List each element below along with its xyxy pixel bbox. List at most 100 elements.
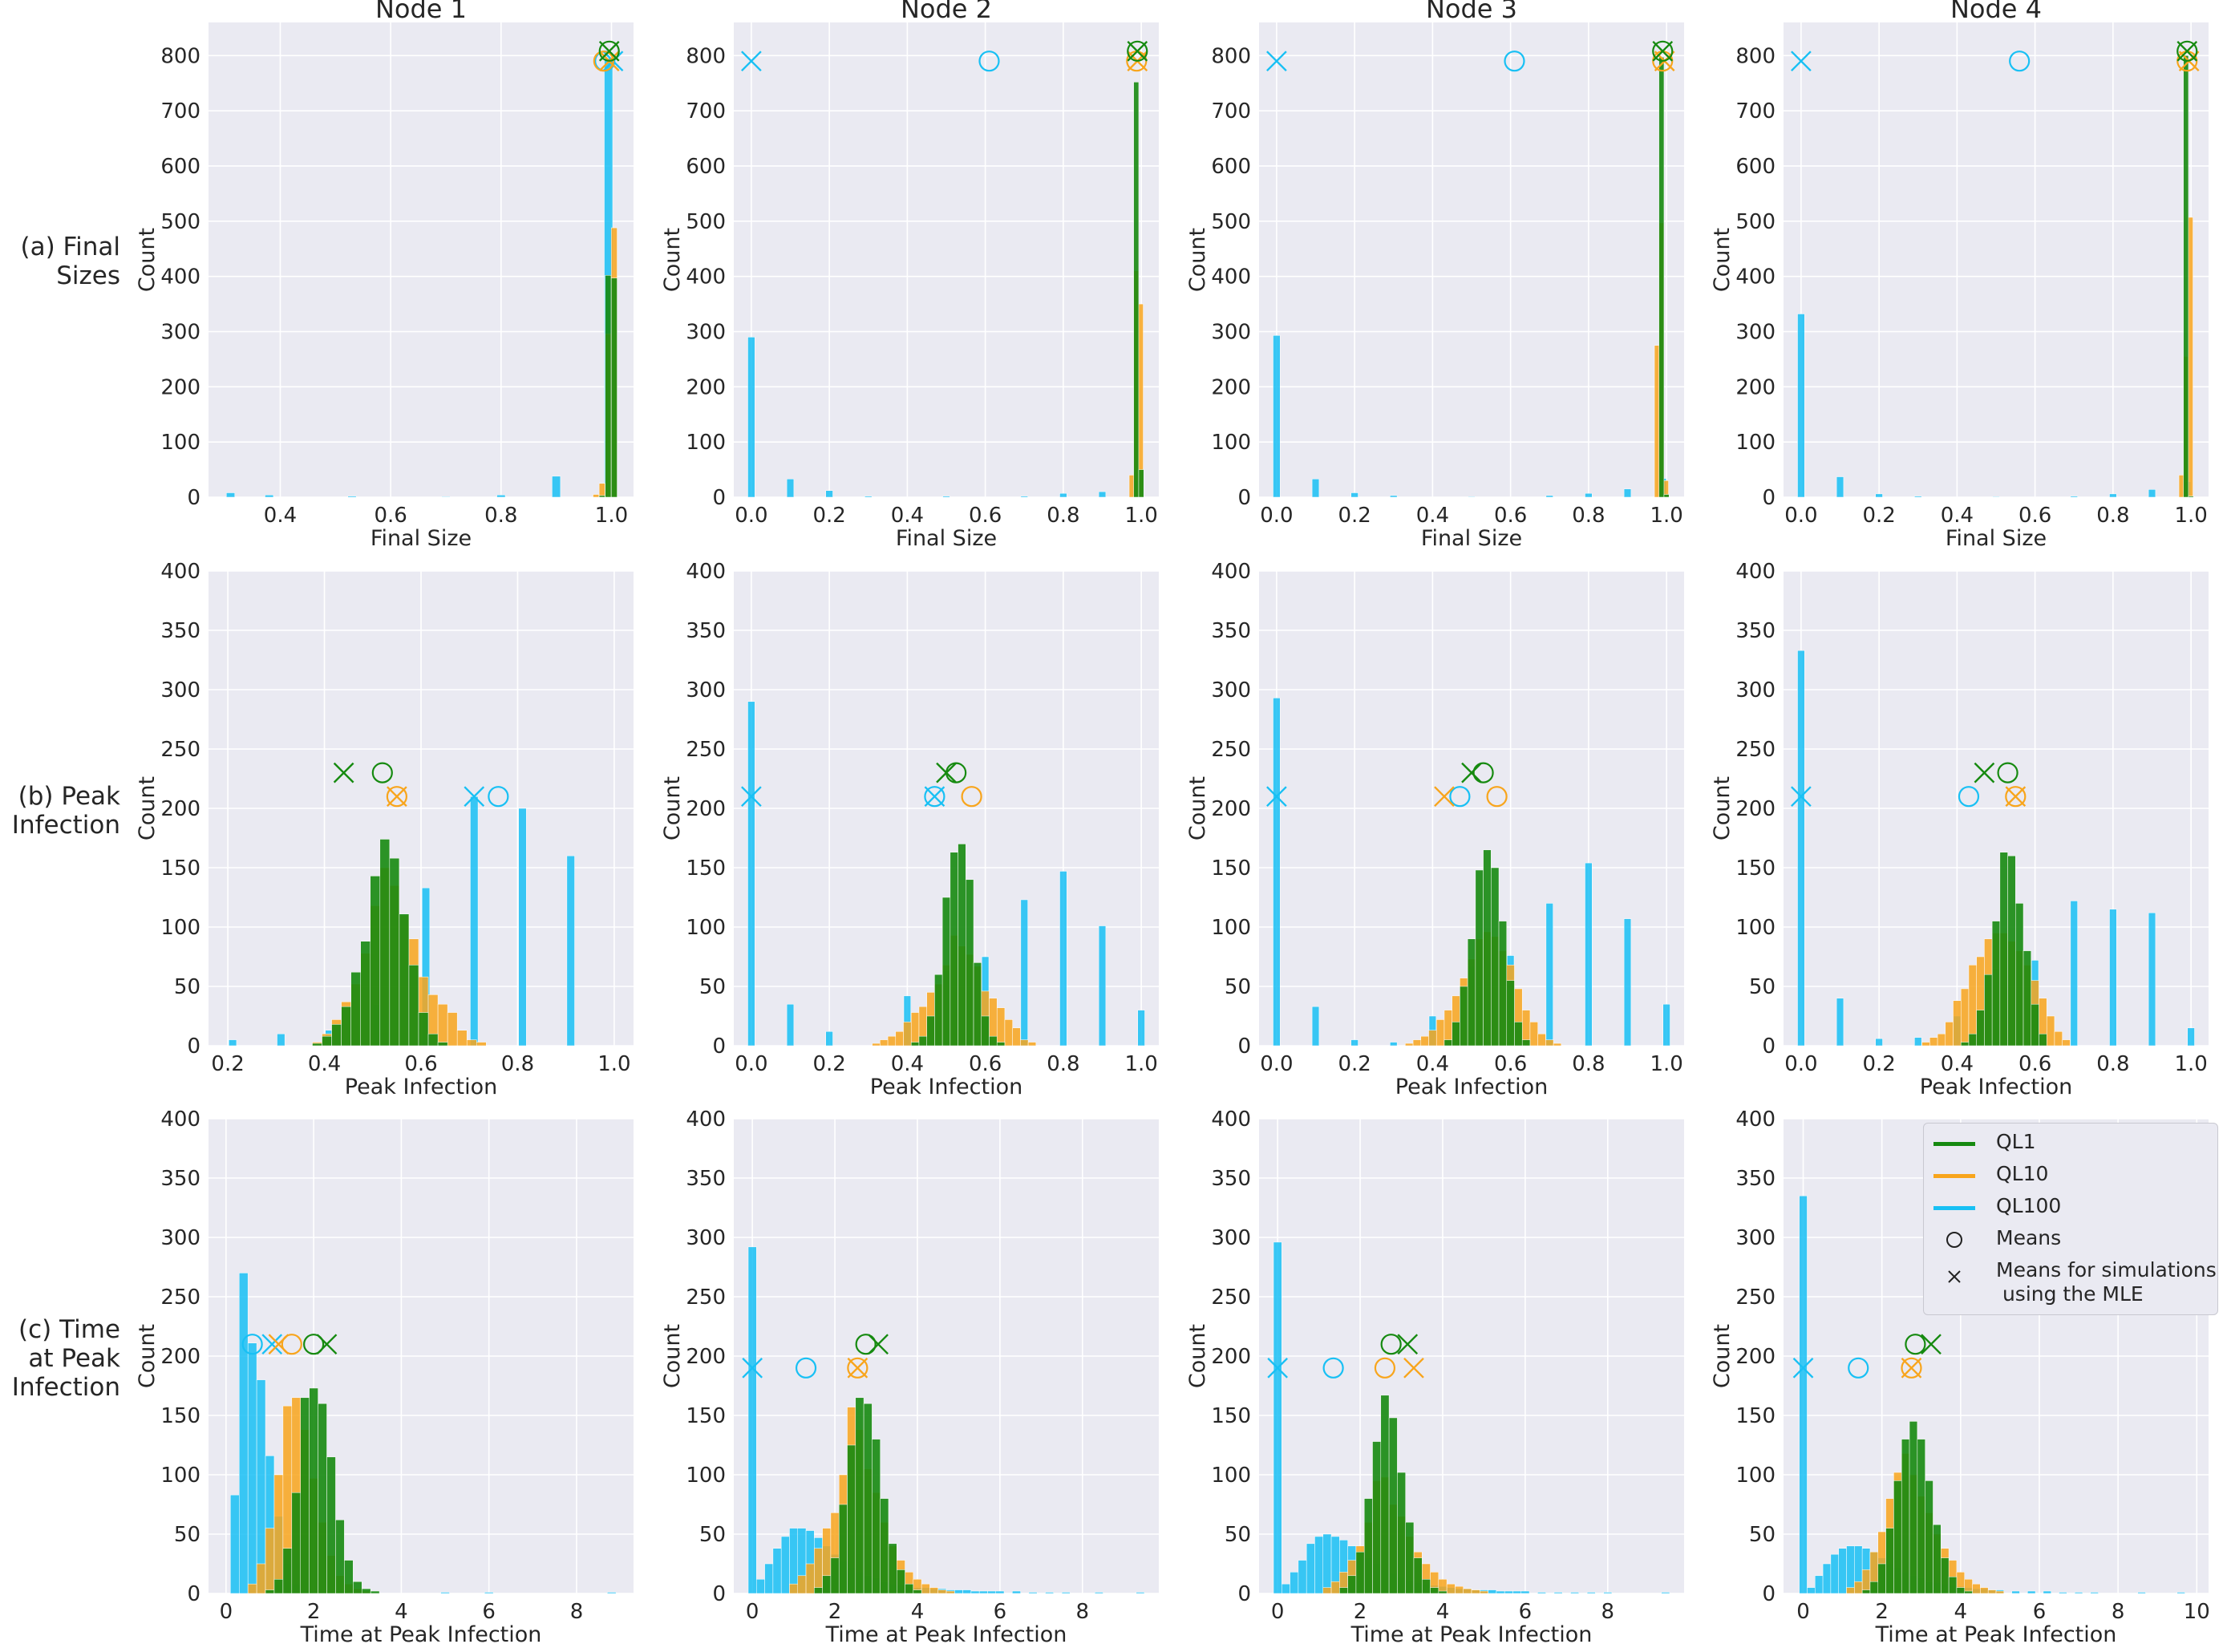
histogram-bar-ql100 xyxy=(1020,496,1028,498)
mean-marker-circle xyxy=(847,1357,869,1379)
x-tick-label: 0.4 xyxy=(1416,1052,1449,1076)
y-tick-label: 0 xyxy=(1237,1035,1251,1059)
row-label-line: Infection xyxy=(11,811,120,840)
histogram-bar-ql10 xyxy=(1846,1587,1855,1594)
y-tick-label: 100 xyxy=(160,431,200,455)
x-tick-label: 0.6 xyxy=(404,1052,437,1076)
histogram-bar-ql100 xyxy=(1273,698,1281,1047)
mean-marker-circle xyxy=(1449,786,1471,808)
histogram-bar-ql1 xyxy=(1460,986,1468,1047)
y-axis-label: Count xyxy=(135,1324,160,1388)
histogram-bar-ql10 xyxy=(598,483,605,498)
histogram-bar-ql1 xyxy=(2188,496,2194,498)
y-tick-label: 700 xyxy=(686,99,726,123)
x-tick-label: 0.0 xyxy=(735,504,767,528)
histogram-bar-ql100 xyxy=(954,1589,963,1594)
histogram-bar-ql1 xyxy=(1658,57,1665,498)
y-axis-label: Count xyxy=(1710,776,1735,840)
y-tick-label: 100 xyxy=(1211,431,1251,455)
y-tick-label: 400 xyxy=(160,560,200,584)
y-tick-label: 200 xyxy=(1211,1345,1251,1369)
histogram-bar-ql10 xyxy=(1537,1033,1546,1047)
x-tick-label: 4 xyxy=(911,1600,925,1624)
y-tick-label: 200 xyxy=(1735,375,1776,399)
x-tick-label: 0.0 xyxy=(1784,504,1817,528)
x-tick-label: 4 xyxy=(395,1600,408,1624)
histogram-bar-ql10 xyxy=(1854,1581,1863,1594)
mean-marker-circle xyxy=(241,1334,263,1355)
x-tick-label: 0.6 xyxy=(969,1052,1002,1076)
row-label-line: at Peak xyxy=(28,1344,120,1373)
y-tick-label: 0 xyxy=(1237,486,1251,510)
x-tick-label: 0.2 xyxy=(1338,1052,1371,1076)
x-tick-label: 0.4 xyxy=(1941,504,1974,528)
mean-marker-circle xyxy=(1472,762,1494,783)
histogram-bar-ql1 xyxy=(1483,849,1492,1047)
y-tick-label: 400 xyxy=(1211,265,1251,290)
histogram-bar-ql100 xyxy=(1298,1560,1307,1594)
histogram-bar-ql10 xyxy=(887,1035,897,1047)
subplot: 0 50 100 150 200 250 300 350 400 0.0 0.2 0.4 0.6 0.8 1… xyxy=(1185,560,1684,1099)
histogram-bar-ql1 xyxy=(1133,82,1140,498)
plot-background xyxy=(734,22,1159,497)
y-tick-label: 200 xyxy=(1211,375,1251,399)
histogram-bar-ql1 xyxy=(1991,921,2001,1047)
x-tick-label: 0.6 xyxy=(1494,504,1527,528)
histogram-bar-ql1 xyxy=(291,1492,301,1594)
histogram-bar-ql1 xyxy=(838,1504,848,1594)
x-tick-label: 0.4 xyxy=(891,504,924,528)
y-tick-label: 700 xyxy=(1735,99,1776,123)
histogram-bar-ql100 xyxy=(786,1003,795,1047)
y-tick-label: 350 xyxy=(1211,619,1251,643)
mle-mean-marker-cross xyxy=(924,786,945,808)
x-tick-label: 0.8 xyxy=(1572,1052,1605,1076)
histogram-bar-ql1 xyxy=(1347,1575,1357,1594)
mean-marker-circle xyxy=(924,786,945,808)
histogram-bar-ql10 xyxy=(437,1003,448,1047)
mle-mean-marker-cross xyxy=(1461,762,1482,783)
mean-marker-circle xyxy=(978,51,1000,72)
y-tick-label: 0 xyxy=(187,1582,200,1606)
histogram-bar-ql100 xyxy=(265,494,274,498)
histogram-bar-ql10 xyxy=(1937,1033,1946,1047)
histogram-bar-ql1 xyxy=(905,1583,914,1594)
legend-label: Means for simulations using the MLE xyxy=(1996,1258,2217,1306)
histogram-bar-ql100 xyxy=(1350,1039,1358,1047)
y-axis-label: Count xyxy=(1710,228,1735,292)
x-tick-label: 0.2 xyxy=(812,504,845,528)
y-tick-label: 800 xyxy=(1735,44,1776,68)
histogram-bar-ql1 xyxy=(926,1015,935,1047)
histogram-bar-ql10 xyxy=(1972,1583,1981,1594)
histogram-bar-ql10 xyxy=(880,1039,889,1047)
legend-item-ql100: QL100 xyxy=(1924,1194,2061,1221)
histogram-bar-ql100 xyxy=(441,496,451,498)
y-tick-label: 200 xyxy=(686,375,726,399)
histogram-bar-ql1 xyxy=(427,1033,439,1047)
histogram-bar-ql100 xyxy=(1311,479,1320,498)
x-tick-label: 6 xyxy=(2033,1600,2047,1624)
histogram-bar-ql1 xyxy=(918,1035,927,1047)
histogram-bar-ql1 xyxy=(950,852,958,1047)
histogram-bar-ql1 xyxy=(1438,1590,1448,1594)
x-tick-label: 1.0 xyxy=(597,1052,630,1076)
histogram-bar-ql10 xyxy=(447,1012,458,1047)
mle-mean-marker-cross xyxy=(598,40,620,62)
histogram-bar-ql100 xyxy=(970,1590,980,1594)
y-tick-label: 50 xyxy=(699,975,726,999)
histogram-bar-ql100 xyxy=(1512,1590,1521,1594)
legend: QL1 QL10 QL100 Means Means for simulatio… xyxy=(1923,1123,2218,1315)
histogram-bar-ql1 xyxy=(863,1403,873,1594)
histogram-bar-ql1 xyxy=(880,1498,889,1594)
x-tick-label: 0.6 xyxy=(2018,504,2051,528)
histogram-bar-ql1 xyxy=(1388,1417,1398,1594)
histogram-bar-ql10 xyxy=(1446,1583,1456,1594)
x-tick-label: 0.6 xyxy=(969,504,1002,528)
y-tick-label: 200 xyxy=(160,797,200,821)
histogram-bar-ql100 xyxy=(1488,1589,1497,1594)
y-tick-label: 800 xyxy=(686,44,726,68)
histogram-bar-ql100 xyxy=(1585,492,1593,498)
y-tick-label: 0 xyxy=(1762,1582,1776,1606)
y-tick-label: 100 xyxy=(160,1464,200,1488)
histogram-bar-ql1 xyxy=(1491,867,1500,1047)
